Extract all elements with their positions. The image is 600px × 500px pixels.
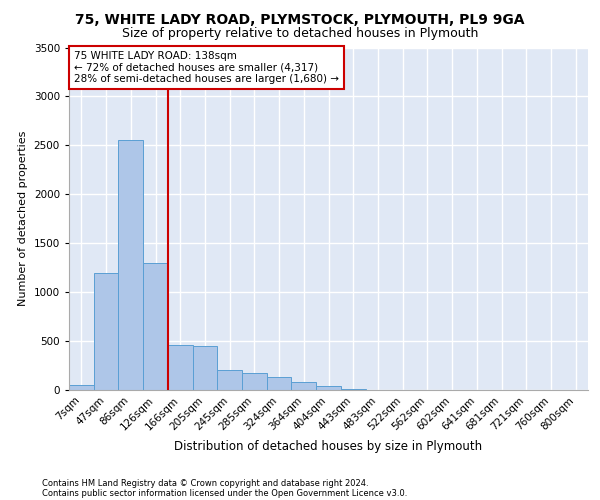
Bar (143, 263, 168, 390)
Bar (341, 389, 365, 390)
Bar (118, 140, 143, 390)
Bar (242, 373, 267, 390)
Bar (94, 272, 118, 390)
X-axis label: Distribution of detached houses by size in Plymouth: Distribution of detached houses by size … (175, 440, 482, 453)
Text: 75, WHITE LADY ROAD, PLYMSTOCK, PLYMOUTH, PL9 9GA: 75, WHITE LADY ROAD, PLYMSTOCK, PLYMOUTH… (75, 12, 525, 26)
Bar (316, 386, 341, 390)
Bar (168, 345, 193, 390)
Text: Contains public sector information licensed under the Open Government Licence v3: Contains public sector information licen… (42, 488, 407, 498)
Text: 75 WHITE LADY ROAD: 138sqm
← 72% of detached houses are smaller (4,317)
28% of s: 75 WHITE LADY ROAD: 138sqm ← 72% of deta… (74, 51, 339, 84)
Bar (267, 378, 292, 390)
Bar (69, 385, 94, 390)
Y-axis label: Number of detached properties: Number of detached properties (18, 131, 28, 306)
Text: Size of property relative to detached houses in Plymouth: Size of property relative to detached ho… (122, 28, 478, 40)
Bar (292, 382, 316, 390)
Bar (217, 370, 242, 390)
Text: Contains HM Land Registry data © Crown copyright and database right 2024.: Contains HM Land Registry data © Crown c… (42, 478, 368, 488)
Bar (193, 346, 217, 390)
